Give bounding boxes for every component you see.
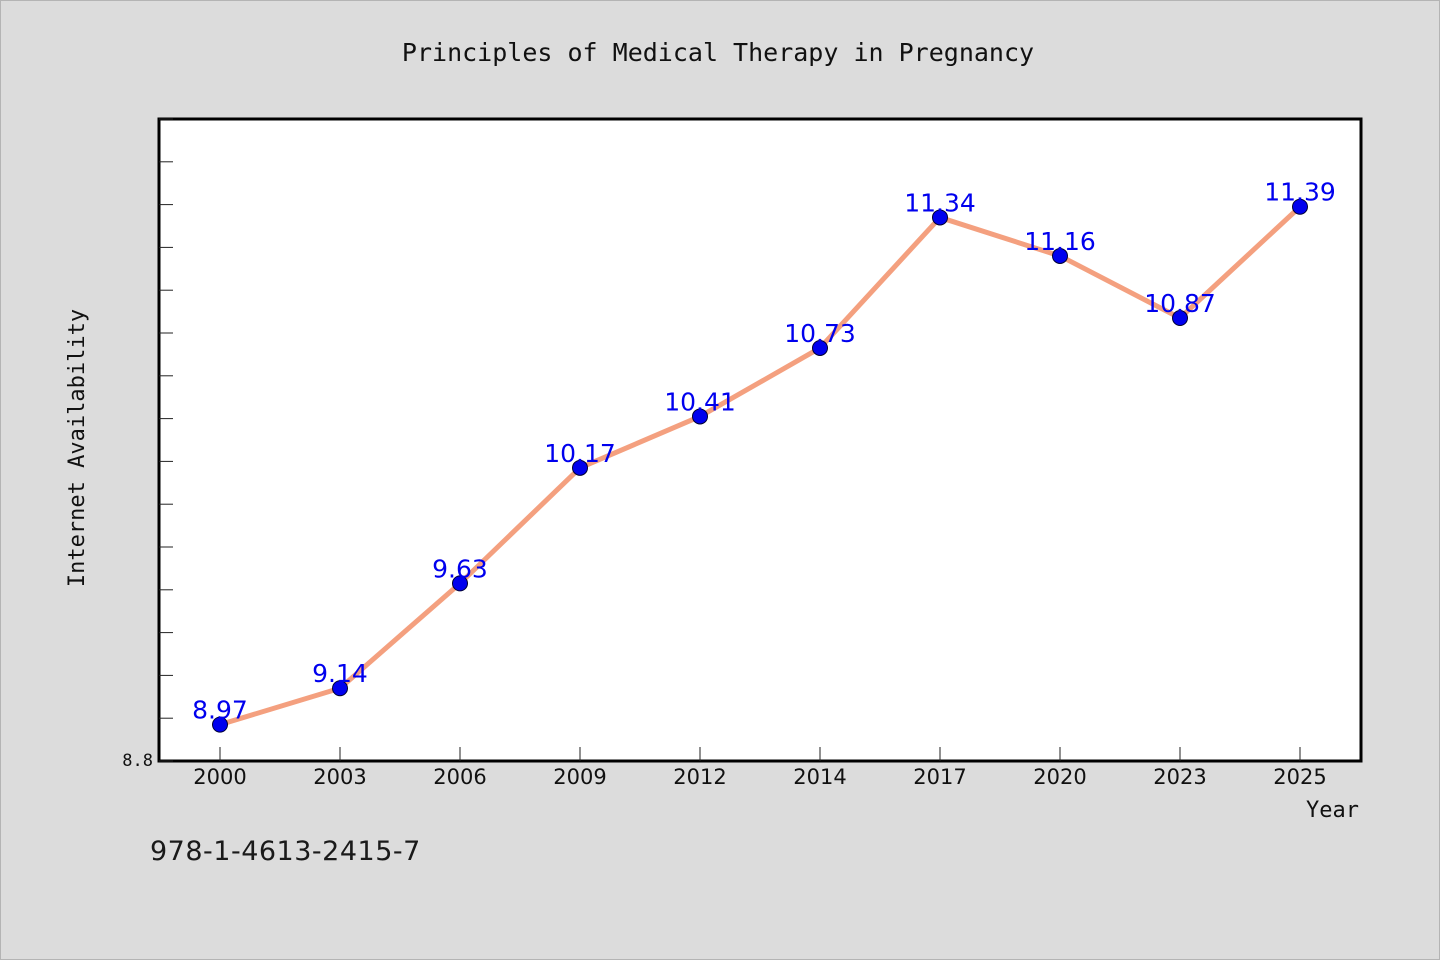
data-label: 10.87 [1144, 289, 1216, 318]
series-layer: 8.97 9.14 9.63 10.17 10.41 10.73 11.34 11.16 10.… [192, 178, 1336, 733]
data-label: 9.63 [432, 554, 488, 583]
x-tick-label: 2012 [673, 765, 726, 789]
data-label: 11.39 [1264, 178, 1336, 207]
data-point [1052, 247, 1068, 264]
data-point [1172, 310, 1188, 327]
data-point [572, 459, 588, 476]
plot-area [157, 117, 1363, 763]
x-tick-label: 2003 [313, 765, 366, 789]
data-point [692, 408, 708, 425]
x-tick-label: 2017 [913, 765, 966, 789]
data-label: 11.16 [1024, 227, 1096, 256]
data-point [452, 575, 468, 592]
x-tick-label: 2023 [1153, 765, 1206, 789]
x-tick-label: 2000 [193, 765, 246, 789]
x-tick-label: 2025 [1273, 765, 1326, 789]
series-line [217, 204, 1303, 728]
data-label: 10.73 [784, 319, 856, 348]
y-axis-label: Internet Availability [65, 309, 90, 587]
x-tick-label: 2020 [1033, 765, 1086, 789]
data-point [932, 209, 948, 226]
x-tick-label: 2006 [433, 765, 486, 789]
x-tick-label: 2009 [553, 765, 606, 789]
y-tick-label: 8.8 [122, 751, 153, 771]
data-point [212, 716, 228, 733]
data-label: 10.17 [544, 439, 616, 468]
x-tick-label: 2014 [793, 765, 846, 789]
isbn-text: 978-1-4613-2415-7 [150, 836, 421, 867]
data-label: 11.34 [904, 188, 976, 217]
chart-title: Principles of Medical Therapy in Pregnan… [402, 38, 1034, 67]
data-label: 8.97 [192, 696, 248, 725]
x-axis-label: Year [1306, 798, 1359, 823]
data-point [1292, 198, 1308, 215]
x-axis-ticks: 2000 2003 2006 2009 2012 2014 2017 2020 2023 2025 [193, 747, 1327, 789]
data-point [812, 339, 828, 356]
y-axis-ticks: 8.8 [122, 118, 173, 771]
data-label: 9.14 [312, 659, 368, 688]
data-label: 10.41 [664, 387, 736, 416]
data-point [332, 680, 348, 697]
